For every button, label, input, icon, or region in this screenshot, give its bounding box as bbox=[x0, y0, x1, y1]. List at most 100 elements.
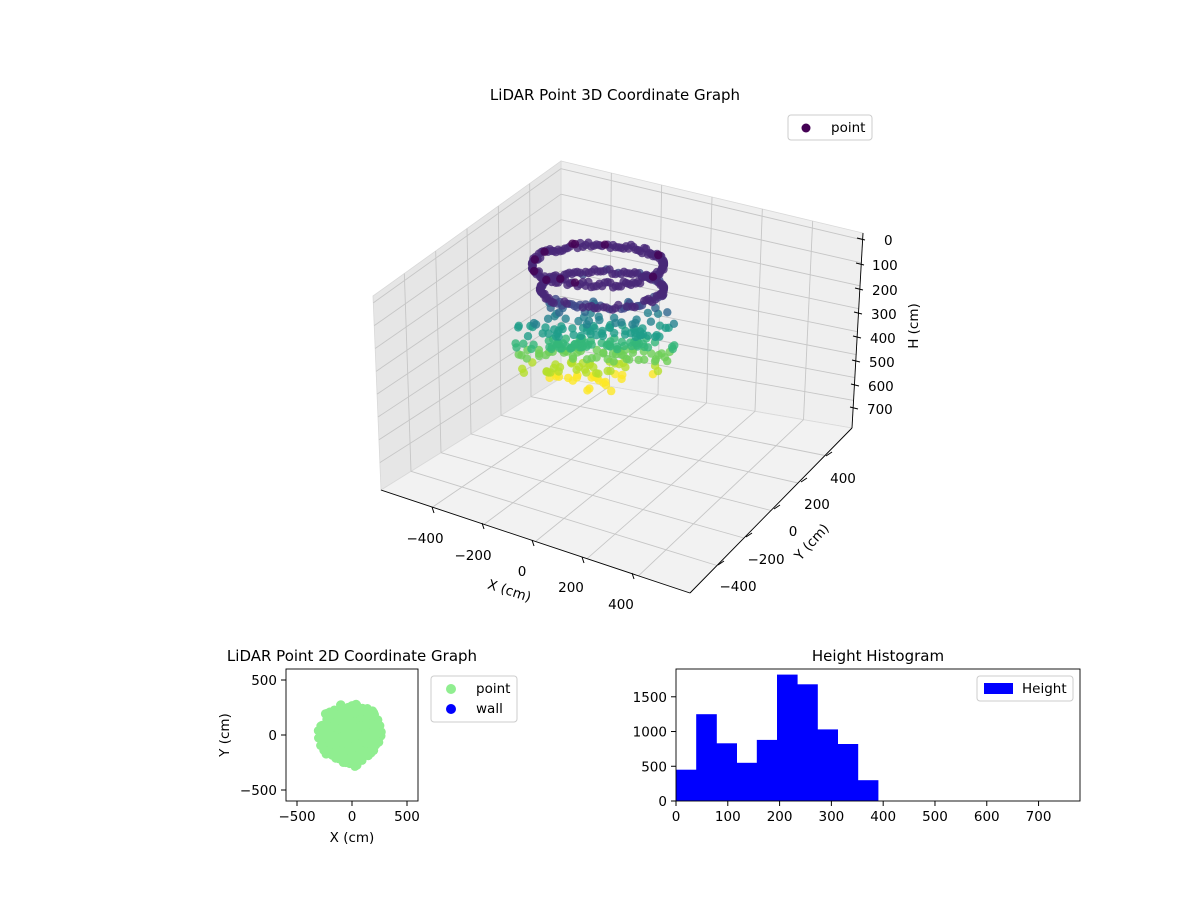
point-3d bbox=[655, 321, 665, 330]
point-3d bbox=[530, 255, 539, 264]
x-tick-label: 0 bbox=[348, 809, 357, 825]
z-tick-mark bbox=[850, 383, 860, 387]
x-tick-label: −400 bbox=[406, 531, 443, 547]
point-3d bbox=[618, 370, 627, 380]
x-tick-label: 700 bbox=[1026, 809, 1052, 825]
point-3d bbox=[611, 269, 620, 279]
point-3d bbox=[669, 319, 679, 328]
point-2d bbox=[369, 746, 379, 755]
point-2d bbox=[334, 754, 344, 764]
chart-3d: LiDAR Point 3D Coordinate Graph −400 −20… bbox=[372, 86, 922, 613]
y-axis-line bbox=[689, 427, 853, 594]
legend-2d-label-wall: wall bbox=[476, 701, 503, 717]
x-tick-label: 600 bbox=[974, 809, 1000, 825]
point-3d bbox=[654, 278, 663, 287]
y-tick-label: −400 bbox=[719, 579, 756, 595]
x-tick-label: 200 bbox=[558, 580, 584, 596]
point-3d bbox=[562, 299, 571, 308]
point-3d bbox=[542, 275, 551, 285]
x-axis-ticks-3d: −400 −200 0 200 400 bbox=[406, 506, 635, 613]
point-2d bbox=[335, 736, 345, 745]
point-3d bbox=[511, 339, 520, 348]
point-3d bbox=[581, 281, 590, 290]
y-tick-label: 1000 bbox=[633, 725, 667, 741]
point-3d bbox=[523, 332, 533, 341]
point-3d bbox=[640, 243, 649, 253]
z-axis-ticks-3d: 0 100 200 300 400 500 600 700 bbox=[849, 233, 898, 418]
legend-2d: point wall bbox=[430, 675, 518, 723]
y-tick-mark bbox=[745, 532, 753, 538]
point-2d bbox=[344, 724, 354, 733]
y-tick-label: 0 bbox=[658, 794, 667, 810]
histogram-bar bbox=[777, 674, 798, 801]
point-3d bbox=[648, 272, 658, 281]
point-3d bbox=[550, 325, 559, 334]
point-3d bbox=[557, 322, 566, 331]
z-tick-label: 0 bbox=[884, 233, 893, 249]
y-tick-mark bbox=[800, 477, 808, 483]
point-3d bbox=[611, 304, 620, 313]
point-3d bbox=[631, 245, 640, 254]
point-3d bbox=[592, 353, 601, 362]
grid-line bbox=[560, 219, 861, 287]
y-tick-mark bbox=[825, 451, 833, 457]
x-tick-label: 0 bbox=[672, 809, 681, 825]
grid-line bbox=[560, 193, 862, 264]
point-3d bbox=[603, 355, 612, 364]
point-3d bbox=[561, 314, 570, 323]
grid-line bbox=[373, 168, 562, 304]
point-2d bbox=[370, 733, 380, 742]
y-tick-label: 0 bbox=[789, 524, 798, 540]
x-axis-2d: −500 0 500 bbox=[278, 801, 420, 825]
point-2d bbox=[322, 720, 332, 730]
z-tick-mark bbox=[854, 287, 864, 291]
legend-3d-marker bbox=[801, 123, 811, 133]
x-tick-label: 400 bbox=[608, 597, 634, 613]
point-3d bbox=[564, 373, 573, 383]
grid-line bbox=[376, 270, 562, 395]
x-tick-mark bbox=[431, 506, 435, 514]
point-3d bbox=[597, 338, 606, 348]
x-axis-label-2d: X (cm) bbox=[330, 830, 375, 846]
point-3d bbox=[629, 278, 638, 287]
point-3d bbox=[616, 282, 626, 291]
legend-3d-label: point bbox=[831, 120, 865, 136]
grid-line bbox=[497, 205, 502, 416]
point-3d bbox=[541, 323, 550, 332]
grid-line bbox=[435, 250, 442, 453]
point-3d bbox=[586, 336, 595, 345]
point-2d bbox=[333, 724, 343, 734]
point-3d bbox=[518, 364, 527, 373]
x-tick-mark bbox=[481, 522, 485, 530]
y-tick-label: 500 bbox=[251, 673, 277, 689]
point-3d bbox=[651, 295, 660, 304]
y-tick-mark bbox=[773, 504, 781, 510]
point-3d bbox=[657, 349, 666, 358]
point-3d bbox=[643, 308, 653, 318]
x-tick-mark bbox=[581, 556, 585, 564]
point-3d bbox=[543, 314, 553, 323]
point-3d bbox=[594, 312, 603, 321]
x-tick-label: 0 bbox=[518, 564, 527, 580]
point-3d bbox=[584, 302, 593, 311]
legend-2d-label-point: point bbox=[476, 681, 510, 697]
grid-line bbox=[373, 193, 562, 327]
point-3d bbox=[635, 279, 645, 288]
point-2d bbox=[350, 705, 360, 715]
legend-3d: point bbox=[787, 114, 873, 141]
z-tick-label: 400 bbox=[870, 331, 896, 347]
z-tick-mark bbox=[849, 406, 859, 410]
y-tick-label: 500 bbox=[641, 759, 667, 775]
point-2d bbox=[346, 746, 356, 756]
point-3d bbox=[529, 318, 539, 328]
legend-histogram-swatch bbox=[984, 683, 1013, 694]
point-3d bbox=[599, 348, 608, 357]
histogram-x-axis: 0 100 200 300 400 500 600 700 bbox=[672, 801, 1052, 825]
point-3d bbox=[576, 331, 586, 341]
point-2d bbox=[360, 721, 370, 731]
point-3d bbox=[568, 324, 577, 333]
point-3d bbox=[514, 350, 523, 359]
point-3d bbox=[601, 377, 610, 387]
point-cloud-3d bbox=[511, 238, 679, 396]
